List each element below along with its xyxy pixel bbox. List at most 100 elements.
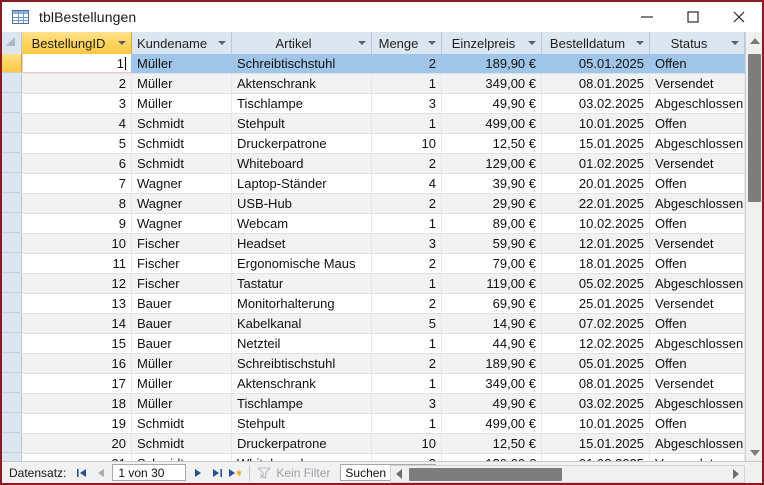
cell-status[interactable]: Abgeschlossen [650, 134, 745, 153]
cell-preis[interactable]: 349,00 € [442, 74, 542, 93]
row-selector[interactable] [2, 154, 22, 173]
cell-menge[interactable]: 1 [372, 214, 442, 233]
row-selector[interactable] [2, 54, 22, 73]
row-selector[interactable] [2, 194, 22, 213]
row-selector[interactable] [2, 94, 22, 113]
table-row[interactable]: 12 Fischer Tastatur 1 119,00 € 05.02.2025 Abge… [2, 274, 762, 294]
cell-id[interactable]: 11 [22, 254, 132, 273]
table-row[interactable]: 19 Schmidt Stehpult 1 499,00 € 10.01.2025 Offe… [2, 414, 762, 434]
cell-preis[interactable]: 39,90 € [442, 174, 542, 193]
row-selector[interactable] [2, 354, 22, 373]
cell-id[interactable]: 18 [22, 394, 132, 413]
cell-artikel[interactable]: Aktenschrank [232, 74, 372, 93]
row-selector[interactable] [2, 114, 22, 133]
table-row[interactable]: 5 Schmidt Druckerpatrone 10 12,50 € 15.01.202… [2, 134, 762, 154]
row-selector[interactable] [2, 414, 22, 433]
cell-datum[interactable]: 20.01.2025 [542, 174, 650, 193]
cell-status[interactable]: Abgeschlossen [650, 194, 745, 213]
cell-artikel[interactable]: Tischlampe [232, 94, 372, 113]
table-row[interactable]: 9 Wagner Webcam 1 89,00 € 10.02.2025 Offen [2, 214, 762, 234]
scroll-right-icon[interactable] [728, 466, 744, 482]
cell-menge[interactable]: 3 [372, 94, 442, 113]
cell-status[interactable]: Versendet [650, 294, 745, 313]
cell-preis[interactable]: 49,90 € [442, 94, 542, 113]
cell-artikel[interactable]: Aktenschrank [232, 374, 372, 393]
row-selector[interactable] [2, 314, 22, 333]
column-header-datum[interactable]: Bestelldatum [542, 32, 650, 54]
row-selector[interactable] [2, 294, 22, 313]
cell-status[interactable]: Versendet [650, 154, 745, 173]
cell-status[interactable]: Abgeschlossen [650, 274, 745, 293]
cell-preis[interactable]: 14,90 € [442, 314, 542, 333]
cell-preis[interactable]: 189,90 € [442, 354, 542, 373]
row-selector[interactable] [2, 434, 22, 453]
cell-status[interactable]: Offen [650, 214, 745, 233]
row-selector[interactable] [2, 214, 22, 233]
cell-datum[interactable]: 12.02.2025 [542, 334, 650, 353]
cell-kunde[interactable]: Schmidt [132, 454, 232, 461]
row-selector[interactable] [2, 74, 22, 93]
cell-kunde[interactable]: Bauer [132, 294, 232, 313]
cell-kunde[interactable]: Fischer [132, 254, 232, 273]
cell-datum[interactable]: 22.01.2025 [542, 194, 650, 213]
cell-kunde[interactable]: Müller [132, 374, 232, 393]
cell-artikel[interactable]: Netzteil [232, 334, 372, 353]
cell-preis[interactable]: 69,90 € [442, 294, 542, 313]
cell-kunde[interactable]: Müller [132, 74, 232, 93]
cell-menge[interactable]: 3 [372, 234, 442, 253]
last-record-button[interactable] [207, 463, 226, 483]
cell-status[interactable]: Versendet [650, 374, 745, 393]
cell-preis[interactable]: 119,00 € [442, 274, 542, 293]
cell-id[interactable]: 10 [22, 234, 132, 253]
row-selector[interactable] [2, 374, 22, 393]
horizontal-scroll-thumb[interactable] [409, 467, 562, 481]
cell-status[interactable]: Abgeschlossen [650, 94, 745, 113]
vertical-scroll-thumb[interactable] [748, 54, 761, 202]
cell-status[interactable]: Abgeschlossen [650, 394, 745, 413]
column-header-id[interactable]: BestellungID [22, 32, 132, 54]
table-row[interactable]: 4 Schmidt Stehpult 1 499,00 € 10.01.2025 Offen [2, 114, 762, 134]
table-row[interactable]: 11 Fischer Ergonomische Maus 2 79,00 € 18.01.… [2, 254, 762, 274]
cell-artikel[interactable]: Druckerpatrone [232, 434, 372, 453]
vertical-scrollbar[interactable] [745, 32, 762, 461]
cell-kunde[interactable]: Fischer [132, 234, 232, 253]
cell-preis[interactable]: 189,90 € [442, 54, 542, 73]
cell-id[interactable]: 8 [22, 194, 132, 213]
cell-datum[interactable]: 05.01.2025 [542, 54, 650, 73]
cell-status[interactable]: Offen [650, 314, 745, 333]
row-selector[interactable] [2, 274, 22, 293]
cell-datum[interactable]: 08.01.2025 [542, 74, 650, 93]
cell-menge[interactable]: 1 [372, 414, 442, 433]
cell-menge[interactable]: 2 [372, 354, 442, 373]
cell-preis[interactable]: 49,90 € [442, 394, 542, 413]
cell-menge[interactable]: 2 [372, 454, 442, 461]
table-row[interactable]: 2 Müller Aktenschrank 1 349,00 € 08.01.2025 Ve… [2, 74, 762, 94]
cell-kunde[interactable]: Müller [132, 54, 232, 73]
cell-kunde[interactable]: Bauer [132, 314, 232, 333]
cell-datum[interactable]: 10.02.2025 [542, 214, 650, 233]
cell-datum[interactable]: 03.02.2025 [542, 94, 650, 113]
cell-preis[interactable]: 129,00 € [442, 154, 542, 173]
cell-preis[interactable]: 12,50 € [442, 434, 542, 453]
cell-id[interactable]: 2 [22, 74, 132, 93]
cell-artikel[interactable]: Schreibtischstuhl [232, 54, 372, 73]
new-record-button[interactable] [226, 463, 245, 483]
cell-menge[interactable]: 5 [372, 314, 442, 333]
cell-id[interactable]: 21 [22, 454, 132, 461]
row-selector[interactable] [2, 254, 22, 273]
cell-menge[interactable]: 2 [372, 194, 442, 213]
table-row[interactable]: 3 Müller Tischlampe 3 49,90 € 03.02.2025 Abges… [2, 94, 762, 114]
row-selector[interactable] [2, 234, 22, 253]
cell-artikel[interactable]: Whiteboard [232, 454, 372, 461]
cell-kunde[interactable]: Schmidt [132, 414, 232, 433]
cell-artikel[interactable]: USB-Hub [232, 194, 372, 213]
cell-menge[interactable]: 2 [372, 294, 442, 313]
column-header-menge[interactable]: Menge [372, 32, 442, 54]
table-row[interactable]: 18 Müller Tischlampe 3 49,90 € 03.02.2025 Abge… [2, 394, 762, 414]
cell-preis[interactable]: 59,90 € [442, 234, 542, 253]
cell-status[interactable]: Offen [650, 54, 745, 73]
cell-kunde[interactable]: Schmidt [132, 154, 232, 173]
cell-artikel[interactable]: Ergonomische Maus [232, 254, 372, 273]
scroll-left-icon[interactable] [391, 466, 407, 482]
cell-artikel[interactable]: Tastatur [232, 274, 372, 293]
